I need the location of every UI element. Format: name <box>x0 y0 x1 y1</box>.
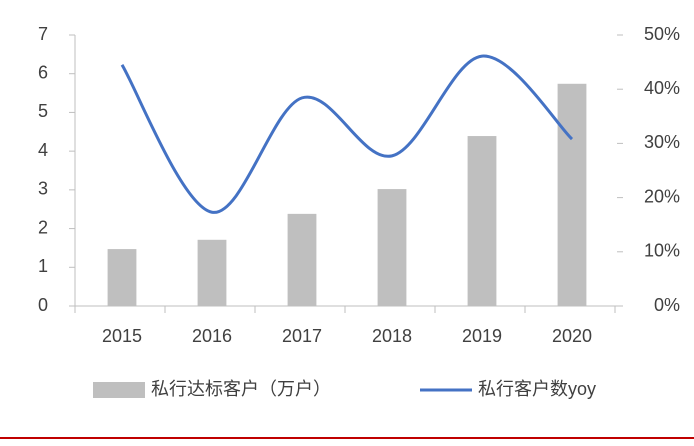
y-tick-label: 4 <box>38 140 48 160</box>
y-tick-label: 0 <box>38 295 48 315</box>
legend-swatch <box>93 382 145 398</box>
y2-tick-label: 40% <box>644 78 680 98</box>
x-tick-label: 2015 <box>102 326 142 346</box>
y-tick-label: 2 <box>38 217 48 237</box>
x-tick-label: 2016 <box>192 326 232 346</box>
legend-label: 私行客户数yoy <box>478 379 596 399</box>
x-tick-label: 2020 <box>552 326 592 346</box>
bar <box>287 213 317 306</box>
y2-tick-label: 0% <box>654 295 680 315</box>
y2-tick-label: 30% <box>644 132 680 152</box>
y-tick-label: 3 <box>38 179 48 199</box>
y2-tick-label: 20% <box>644 186 680 206</box>
y-tick-label: 1 <box>38 256 48 276</box>
bar <box>557 83 587 306</box>
bar <box>377 189 407 306</box>
y-tick-label: 6 <box>38 62 48 82</box>
x-tick-label: 2017 <box>282 326 322 346</box>
bar <box>467 136 497 306</box>
y2-tick-label: 10% <box>644 241 680 261</box>
x-tick-label: 2018 <box>372 326 412 346</box>
y-tick-label: 7 <box>38 24 48 44</box>
legend-label: 私行达标客户（万户） <box>151 379 331 399</box>
y2-tick-label: 50% <box>644 24 680 44</box>
x-tick-label: 2019 <box>462 326 502 346</box>
y-tick-label: 5 <box>38 101 48 121</box>
bar <box>197 239 227 306</box>
bar <box>107 249 137 306</box>
line <box>120 54 574 214</box>
